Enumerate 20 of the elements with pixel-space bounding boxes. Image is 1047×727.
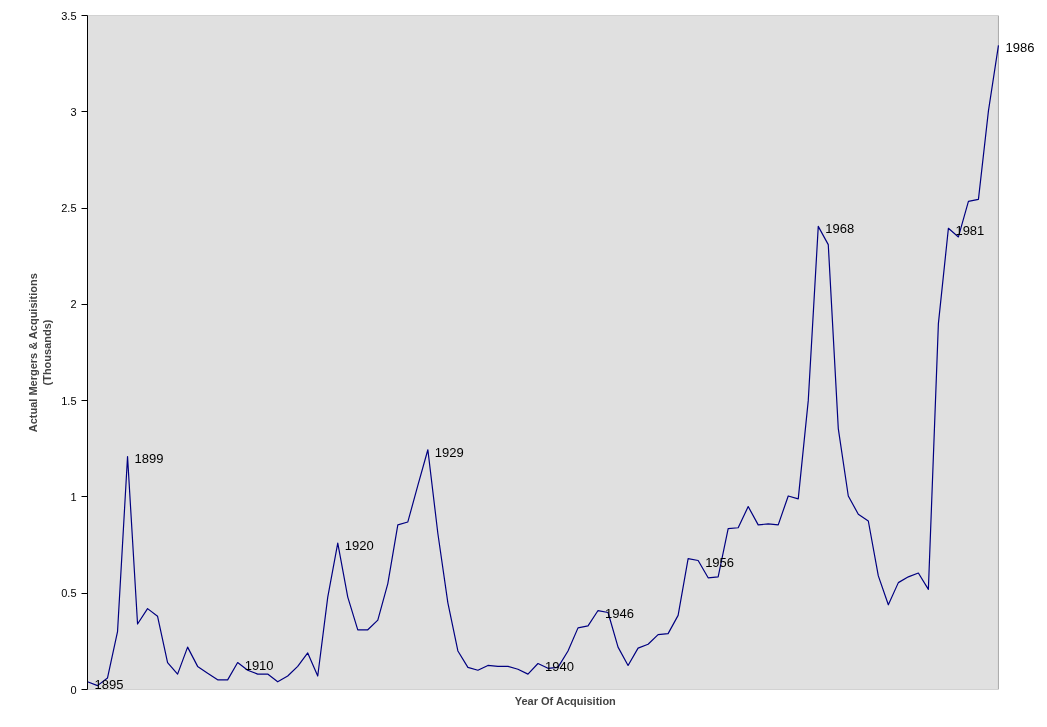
y-tick-label: 2 [70, 298, 77, 311]
text: 1895 [94, 676, 124, 692]
y-tick-label: 3.5 [61, 9, 77, 22]
text: 1899 [134, 451, 164, 467]
text: 1920 [344, 538, 374, 554]
y-tick-label: 2.5 [61, 202, 77, 215]
y-tick-label: 1.5 [61, 394, 77, 407]
text: 1910 [244, 657, 274, 673]
text: 1929 [434, 444, 464, 460]
text: 1968 [825, 221, 855, 237]
text: 1946 [605, 605, 634, 621]
x-axis-title: Year Of Acquisition [514, 694, 617, 707]
text: 1940 [544, 658, 574, 674]
y-tick-label: 0.5 [61, 587, 77, 600]
line-series [87, 44, 1000, 687]
text: 1986 [1005, 40, 1035, 56]
y-tick-label: 1 [70, 490, 77, 503]
y-axis-title: Actual Mergers & Acquisitions (Thousands) [26, 273, 54, 433]
y-tick-label: 0 [70, 683, 77, 696]
y-tick-label: 3 [70, 105, 77, 118]
